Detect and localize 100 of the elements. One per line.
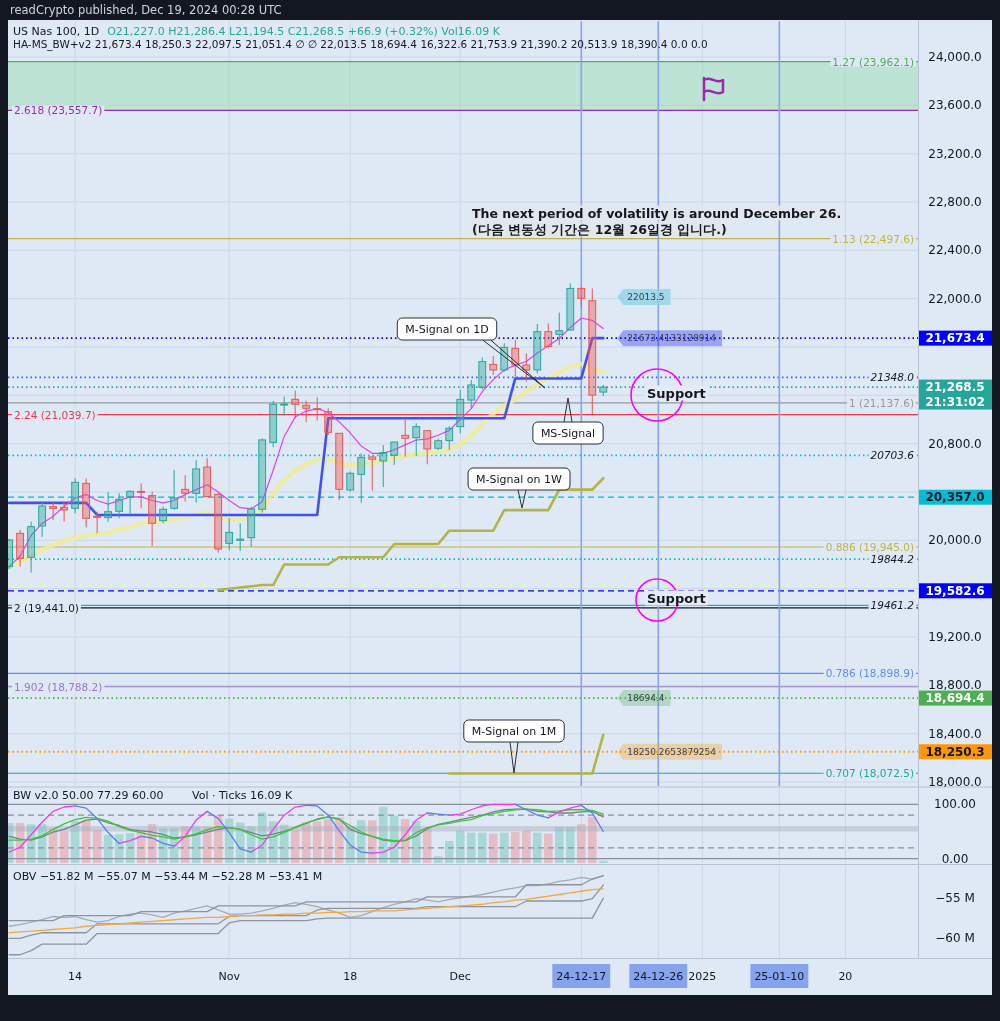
candlestick — [258, 437, 267, 514]
ref-line-label: 18,250.3 — [925, 744, 985, 759]
x-tick-label: Nov — [218, 969, 241, 983]
candlestick — [445, 425, 454, 451]
ref-line-label: 1.902 (18,788.2) — [14, 680, 103, 693]
candlestick — [225, 517, 234, 551]
candlestick — [379, 444, 388, 488]
ref-line-label: 1.13 (22,497.6) — [832, 232, 914, 245]
x-tick-label: 24-12-26 — [633, 969, 684, 983]
annotation: 18694.4 — [627, 693, 665, 704]
ref-line-label: 1.27 (23,962.1) — [832, 55, 914, 68]
x-tick-label: Dec — [449, 969, 471, 983]
candlestick — [49, 501, 58, 521]
x-tick-label: 20 — [838, 969, 853, 983]
candlestick — [27, 521, 36, 574]
ref-line-label: 19,582.6 — [925, 583, 985, 598]
annotation: 18250.2653879254 — [627, 746, 717, 757]
candlestick — [555, 312, 564, 346]
annotation: M-Signal on 1D — [405, 322, 489, 336]
ref-line-label: 21,268.5 21:31:02 — [925, 380, 985, 410]
ref-line-label: 18,694.4 — [925, 691, 985, 706]
y-tick-label: 19,200.0 — [928, 630, 982, 645]
ref-line-label: 20,357.0 — [925, 490, 985, 505]
text: readCrypto published, Dec 19, 2024 00:28 UTC — [10, 3, 282, 17]
ref-line-label: 1 (21,137.6) — [849, 396, 914, 409]
chart-title: OBV −51.82 M −55.07 M −53.44 M −52.28 M −53.41 M — [13, 869, 323, 883]
ref-line-label: 2.24 (21,039.7) — [14, 408, 96, 421]
annotation: M-Signal on 1M — [471, 724, 557, 738]
candlestick — [137, 482, 146, 509]
candlestick — [60, 501, 69, 523]
annotation: The next period of volatility is around December 26. — [472, 205, 842, 221]
line-series — [8, 317, 604, 568]
candlestick — [280, 396, 289, 417]
annotation: 22013.5 — [627, 292, 665, 302]
ref-line-label: 0.886 (19,945.0) — [825, 540, 914, 553]
candlestick — [16, 529, 25, 568]
line-series — [8, 361, 606, 570]
candlestick — [324, 407, 333, 436]
candlestick — [368, 456, 377, 492]
candlestick — [577, 287, 586, 308]
annotation: 21673.4133128914 — [627, 333, 717, 344]
y-tick-label: 23,600.0 — [928, 98, 982, 113]
line-series — [8, 897, 604, 956]
candlestick — [247, 506, 256, 548]
candlestick — [115, 492, 124, 519]
line-series — [8, 336, 605, 517]
y-tick-label: 18,000.0 — [928, 775, 982, 790]
candlestick — [434, 438, 443, 451]
y-tick-label: 20,800.0 — [928, 436, 982, 451]
y-tick-label: 22,800.0 — [928, 195, 982, 210]
candlestick — [181, 474, 190, 503]
x-tick-label: 14 — [68, 969, 83, 983]
y-tick-label: 22,400.0 — [928, 243, 982, 258]
annotation: MS-Signal — [540, 426, 596, 440]
y-tick-label: 18,800.0 — [928, 678, 982, 693]
ref-line-label: 19844.2 — [870, 553, 915, 566]
candlestick — [533, 323, 542, 374]
candlestick — [38, 501, 47, 538]
line-series — [216, 476, 605, 592]
candlestick — [401, 417, 410, 458]
candlestick — [489, 355, 498, 376]
ref-line-label: 2.618 (23,557.7) — [14, 104, 103, 117]
x-tick-label: 24-12-17 — [556, 969, 607, 983]
candlestick — [93, 511, 102, 534]
candlestick — [104, 491, 113, 523]
ref-line-label: 2 (19,441.0) — [14, 601, 79, 614]
candlestick — [313, 396, 322, 422]
candlestick — [566, 282, 575, 331]
y-tick-label: −60 M — [935, 931, 975, 946]
annotation: (다음 변동성 기간은 12월 26일경 입니다.) — [472, 221, 727, 237]
candlestick — [357, 452, 366, 504]
y-tick-label: 24,000.0 — [928, 50, 982, 65]
candlestick — [192, 459, 201, 504]
x-tick-label: 2025 — [688, 969, 717, 983]
ref-line-label: 0.786 (18,898.9) — [825, 667, 914, 680]
candlestick — [467, 379, 476, 409]
candlestick — [170, 469, 179, 511]
candlestick — [148, 491, 157, 547]
y-tick-label: 22,000.0 — [928, 291, 982, 306]
ref-line-label: 21,673.4 — [925, 331, 985, 346]
annotation: Support — [647, 385, 706, 401]
chart-title: US Nas 100, 1D — [13, 24, 100, 38]
candlestick — [82, 477, 91, 528]
y-tick-label: −55 M — [935, 890, 975, 905]
candlestick — [588, 287, 597, 415]
annotation: HA-MS_BW+v2 21,673.4 18,250.3 22,097.5 21,051.4 ∅ ∅ 22,013.5 18,694.4 16,322.6 21,753.9 21,390.2 20,513.9 18,390.4 0.0 0.0 — [13, 38, 708, 51]
candlestick — [412, 422, 421, 457]
annotation: M-Signal on 1W — [476, 472, 563, 486]
x-tick-label: 18 — [343, 969, 358, 983]
ref-line-label: 0.707 (18,072.5) — [825, 767, 914, 780]
x-tick-label: 25-01-10 — [754, 969, 805, 983]
candlestick — [71, 477, 80, 514]
ref-line-label: 19461.2 — [870, 599, 915, 612]
ref-line-label: 21348.0 — [870, 371, 915, 384]
y-tick-label: 23,200.0 — [928, 146, 982, 161]
candlestick — [214, 493, 223, 554]
candlestick — [236, 522, 245, 552]
ref-line-label: 20703.6 — [870, 449, 915, 462]
line-series — [8, 888, 604, 934]
annotation: Support — [647, 590, 706, 606]
